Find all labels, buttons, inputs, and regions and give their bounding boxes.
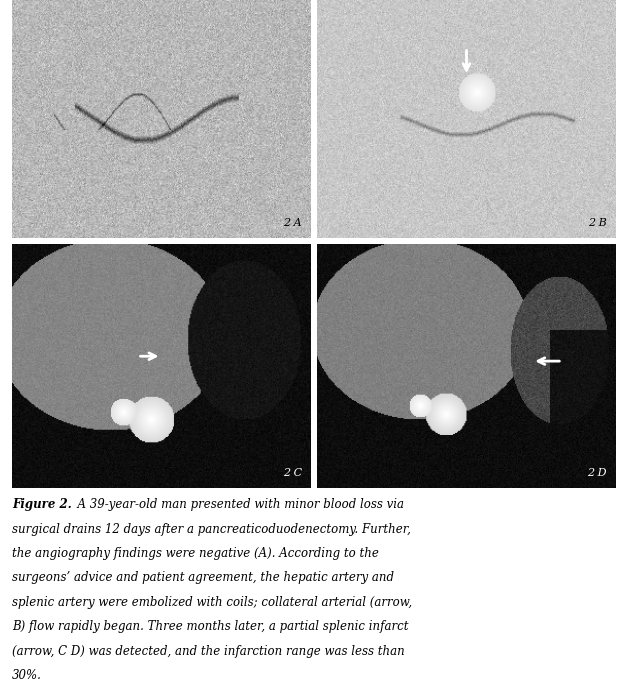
Text: A 39-year-old man presented with minor blood loss via: A 39-year-old man presented with minor b…	[70, 498, 404, 511]
Text: 30%.: 30%.	[12, 669, 42, 682]
Text: 2 A: 2 A	[283, 219, 302, 228]
Text: 2 C: 2 C	[283, 468, 302, 478]
Text: surgeons’ advice and patient agreement, the hepatic artery and: surgeons’ advice and patient agreement, …	[12, 572, 394, 585]
Text: 2 B: 2 B	[588, 219, 607, 228]
Text: B) flow rapidly began. Three months later, a partial splenic infarct: B) flow rapidly began. Three months late…	[12, 620, 408, 633]
Text: splenic artery were embolized with coils; collateral arterial (arrow,: splenic artery were embolized with coils…	[12, 596, 412, 609]
Text: (arrow, C D) was detected, and the infarction range was less than: (arrow, C D) was detected, and the infar…	[12, 645, 405, 657]
Text: 2 D: 2 D	[588, 468, 607, 478]
Text: Figure 2.: Figure 2.	[12, 498, 72, 511]
Text: surgical drains 12 days after a pancreaticoduodenectomy. Further,: surgical drains 12 days after a pancreat…	[12, 522, 411, 536]
Text: the angiography findings were negative (A). According to the: the angiography findings were negative (…	[12, 547, 379, 560]
